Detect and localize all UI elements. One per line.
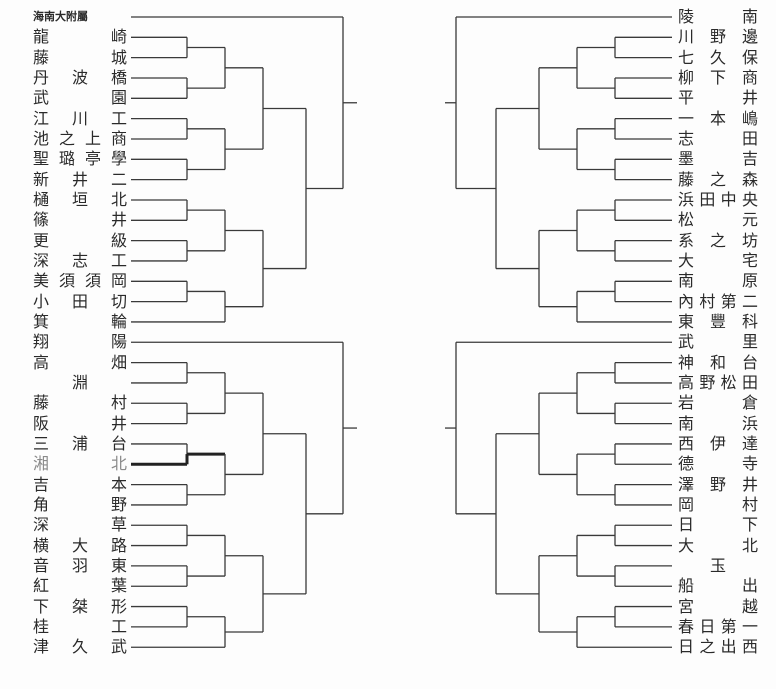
team-name: 川野邊 bbox=[678, 27, 775, 47]
team-name: 藤之森 bbox=[678, 169, 775, 189]
team-name: 更級 bbox=[33, 230, 190, 250]
team-name: 吉本 bbox=[33, 474, 190, 494]
team-name: 江川工 bbox=[33, 108, 151, 128]
team-name: 下桀形 bbox=[33, 596, 151, 616]
team-name: 武園 bbox=[33, 88, 190, 108]
team-name: 箕輪 bbox=[33, 311, 190, 331]
team-name: 湘北 bbox=[33, 454, 190, 474]
team-name: 日之出西 bbox=[678, 637, 764, 657]
team-name: 藤村 bbox=[33, 393, 190, 413]
team-name: 陵南 bbox=[678, 7, 758, 26]
team-name: 音羽東 bbox=[33, 555, 151, 575]
team-name: 東豐科 bbox=[678, 311, 775, 331]
team-name: 翔陽 bbox=[33, 332, 190, 352]
team-name: 海南大附屬 bbox=[33, 10, 88, 23]
team-name: 春日第一 bbox=[678, 616, 764, 636]
team-name: 高畑 bbox=[33, 352, 190, 372]
team-name: 岡村 bbox=[678, 494, 758, 514]
team-name: 樋垣北 bbox=[33, 189, 151, 209]
team-name: 宮越 bbox=[678, 596, 758, 616]
team-name: 聖璐亭學 bbox=[33, 149, 138, 169]
team-name: 高野松田 bbox=[678, 372, 764, 392]
team-name: 南浜 bbox=[678, 413, 758, 433]
team-name: 岩倉 bbox=[678, 393, 758, 413]
team-name: 丹波橋 bbox=[33, 67, 151, 87]
team-name: 一本嶋 bbox=[678, 108, 775, 128]
team-name: 横大路 bbox=[33, 535, 151, 555]
team-name: 藤城 bbox=[33, 47, 190, 67]
team-name: 大宅 bbox=[678, 250, 758, 270]
team-name: 七久保 bbox=[678, 47, 775, 67]
team-name: 柳下商 bbox=[678, 67, 775, 87]
team-name: 內村第二 bbox=[678, 291, 764, 311]
team-name: 篠井 bbox=[33, 210, 190, 230]
team-name: 西伊達 bbox=[678, 433, 775, 453]
team-name: 深草 bbox=[33, 515, 190, 535]
team-name: 小田切 bbox=[33, 291, 151, 311]
team-name: 龍崎 bbox=[33, 27, 190, 47]
team-name: 日下 bbox=[678, 515, 758, 535]
team-name: 南原 bbox=[678, 271, 758, 291]
team-name: 紅葉 bbox=[33, 576, 190, 596]
team-name: 平井 bbox=[678, 88, 758, 108]
team-name: 墨吉 bbox=[678, 149, 758, 169]
team-name: 浜田中央 bbox=[678, 189, 764, 209]
team-name: 澤野井 bbox=[678, 474, 775, 494]
team-name: 桂工 bbox=[33, 616, 190, 636]
team-name: 池之上商 bbox=[33, 128, 138, 148]
team-name: 美須須岡 bbox=[33, 271, 138, 291]
team-name: 津久武 bbox=[33, 637, 151, 657]
team-name: 船出 bbox=[678, 576, 758, 596]
team-name: 德寺 bbox=[678, 454, 758, 474]
team-name: 深志工 bbox=[33, 250, 151, 270]
team-name: 志田 bbox=[678, 128, 758, 148]
team-name: 系之坊 bbox=[678, 230, 775, 250]
team-name: 三浦台 bbox=[33, 433, 151, 453]
team-name: 玉 bbox=[709, 555, 726, 575]
team-name: 武里 bbox=[678, 332, 758, 352]
team-name: 淵 bbox=[71, 372, 88, 392]
team-name: 阪井 bbox=[33, 413, 190, 433]
team-name: 松元 bbox=[678, 210, 758, 230]
team-name: 新井二 bbox=[33, 169, 151, 189]
team-name: 角野 bbox=[33, 494, 190, 514]
team-name: 大北 bbox=[678, 535, 758, 555]
team-name: 神和台 bbox=[678, 352, 775, 372]
